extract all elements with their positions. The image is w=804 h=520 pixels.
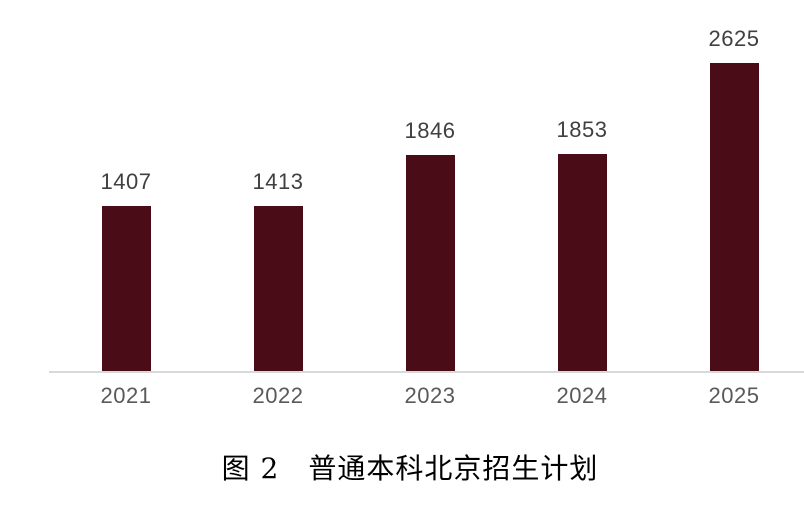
bar-column: 2625 2025 <box>658 0 804 407</box>
value-label: 1413 <box>252 168 304 194</box>
bar <box>709 63 759 372</box>
plot-area: 1407 2021 1413 2022 1846 2023 1853 2024 2625 2025 <box>50 0 804 407</box>
x-tick-label: 2023 <box>404 383 456 408</box>
bar <box>253 205 303 372</box>
bar <box>557 153 607 372</box>
bar <box>101 206 151 372</box>
bar-column: 1846 2023 <box>354 0 506 406</box>
bar-column: 1853 2024 <box>506 0 658 406</box>
value-label: 1853 <box>556 116 608 142</box>
x-tick-label: 2022 <box>252 383 304 408</box>
figure-caption: 图 2 普通本科北京招生计划 <box>221 452 599 485</box>
x-axis-line <box>49 371 804 373</box>
x-tick-label: 2021 <box>100 383 152 408</box>
value-label: 2625 <box>708 26 760 51</box>
bar-column: 1407 2021 <box>50 0 202 407</box>
value-label: 1407 <box>100 169 152 195</box>
x-tick-label: 2025 <box>708 383 760 408</box>
bar <box>405 154 455 372</box>
value-label: 1846 <box>404 117 456 143</box>
bar-column: 1413 2022 <box>202 0 354 406</box>
x-tick-label: 2024 <box>556 383 608 408</box>
